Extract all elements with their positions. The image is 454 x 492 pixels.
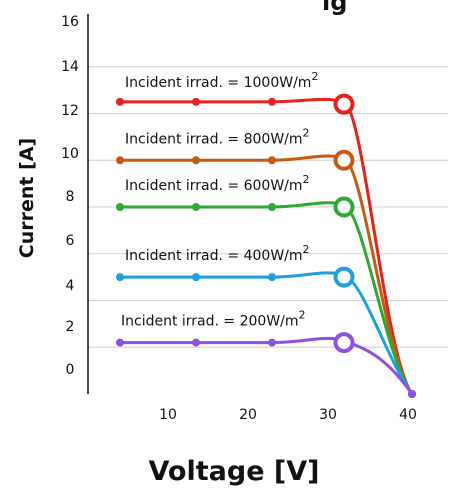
mpp-marker [333, 332, 355, 354]
y-tick-label: 12 [61, 103, 79, 119]
mpp-marker [333, 196, 355, 218]
data-point [192, 97, 200, 106]
superscript-2: 2 [299, 309, 306, 322]
y-tick-label: 14 [61, 59, 79, 75]
data-point [268, 97, 276, 106]
superscript-2: 2 [303, 173, 310, 186]
x-tick-label: 20 [239, 407, 257, 423]
data-point [268, 273, 276, 282]
data-point [116, 156, 124, 165]
data-point [268, 338, 276, 347]
data-point [116, 273, 124, 282]
y-tick-label: 6 [66, 233, 75, 249]
data-point [116, 338, 124, 347]
data-point [192, 338, 200, 347]
series-line-3 [120, 271, 414, 395]
voc-point [408, 390, 416, 398]
series-line-0 [120, 97, 414, 395]
x-tick-label: 10 [159, 407, 177, 423]
x-tick-labels: 10 20 30 40 [159, 407, 417, 423]
x-axis-title: Voltage [V] [149, 456, 320, 487]
mpp-marker [333, 149, 355, 171]
series-label-3: Incident irrad. = 400W/m2 [125, 243, 310, 264]
chart-title-fragment: ig [322, 0, 347, 16]
data-point [192, 273, 200, 282]
data-point [268, 156, 276, 165]
series-label-1: Incident irrad. = 800W/m2 [125, 126, 310, 147]
y-tick-label: 0 [66, 362, 75, 378]
series-line-1 [120, 154, 414, 395]
mpp-marker [333, 93, 355, 115]
y-tick-labels: 0 2 4 6 8 10 12 14 16 [61, 14, 79, 378]
y-tick-label: 10 [61, 146, 79, 162]
y-tick-label: 16 [61, 14, 79, 30]
series-label-0: Incident irrad. = 1000W/m2 [125, 70, 318, 91]
y-tick-label: 4 [66, 278, 75, 294]
mpp-marker [333, 266, 355, 288]
series-label-4: Incident irrad. = 200W/m2 [121, 309, 306, 330]
series-labels: Incident irrad. = 1000W/m2 Incident irrad… [121, 70, 318, 329]
series-label-2: Incident irrad. = 600W/m2 [125, 173, 310, 194]
data-point [192, 203, 200, 211]
y-axis-title: Current [A] [16, 138, 38, 258]
series-line-4 [120, 336, 414, 395]
x-tick-label: 30 [319, 407, 337, 423]
superscript-2: 2 [303, 243, 310, 256]
x-tick-label: 40 [399, 407, 417, 423]
superscript-2: 2 [311, 70, 318, 83]
data-point [192, 156, 200, 165]
y-tick-label: 2 [66, 319, 75, 335]
data-point [268, 203, 276, 211]
series-layer [116, 93, 416, 398]
y-tick-label: 8 [66, 189, 75, 205]
data-point [116, 97, 124, 106]
superscript-2: 2 [303, 126, 310, 139]
data-point [116, 203, 124, 211]
